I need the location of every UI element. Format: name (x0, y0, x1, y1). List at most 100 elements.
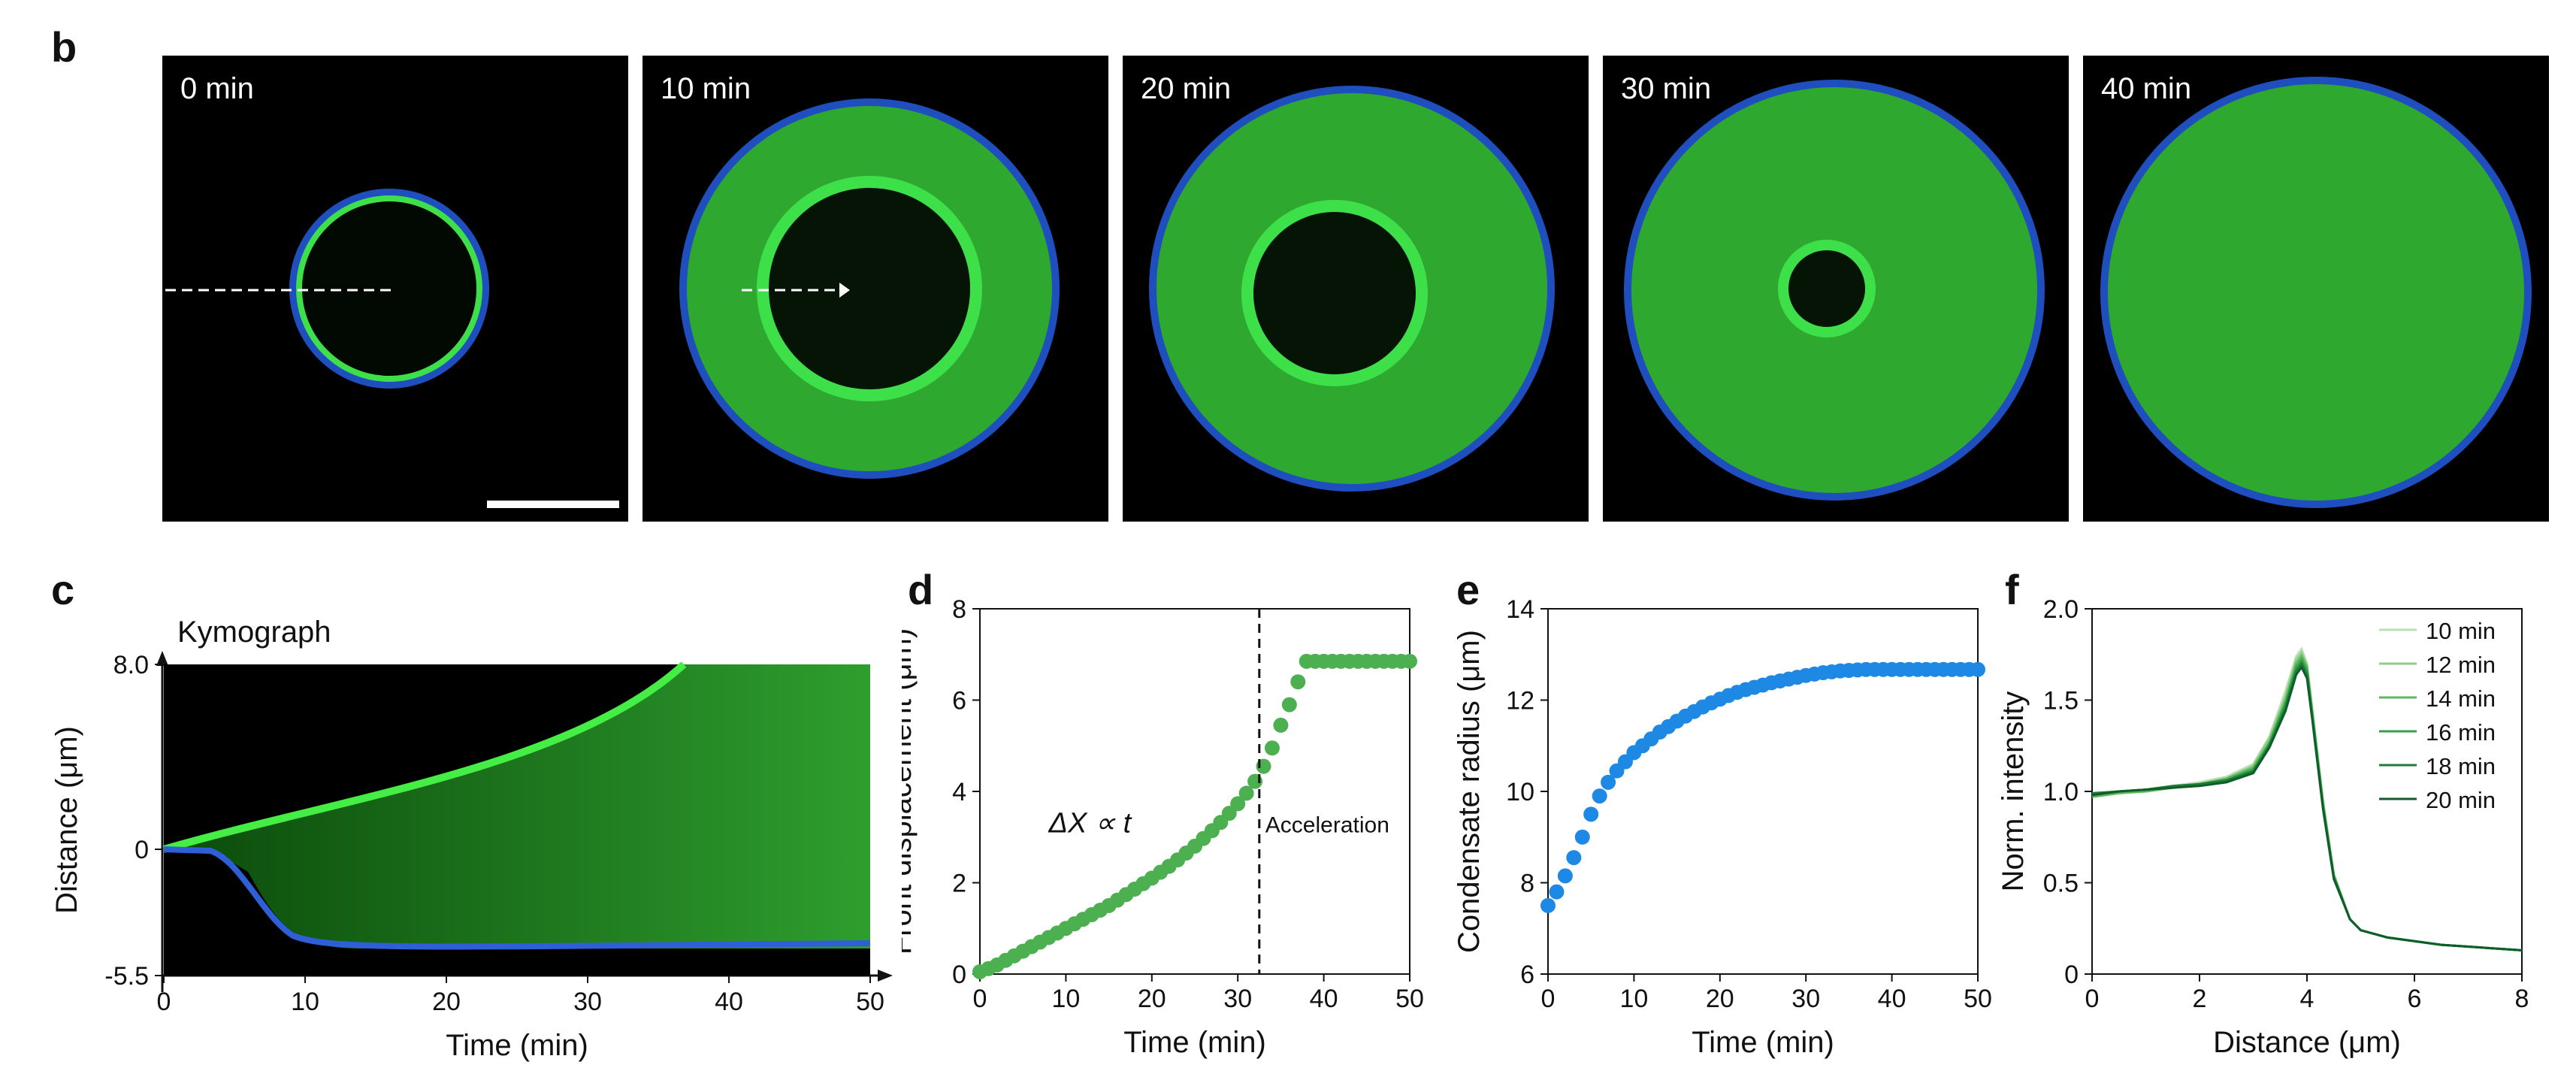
data-point (1566, 850, 1582, 866)
legend-entry: 18 min (2426, 753, 2496, 779)
panel-b-letter: b (51, 23, 77, 71)
frame-time-label: 40 min (2101, 72, 2192, 105)
scale-bar (487, 501, 619, 508)
x-tick-label: 10 (1619, 985, 1648, 1013)
x-axis-label: Time (min) (1692, 1026, 1834, 1059)
x-tick-label: 20 (1706, 985, 1734, 1013)
x-tick-label: 40 (1310, 985, 1338, 1013)
y-tick-label: 0 (2064, 961, 2079, 989)
y-tick-label: 0 (952, 961, 966, 989)
kymo-x-tick-label: 50 (856, 988, 884, 1016)
y-tick-label: 0.5 (2043, 870, 2079, 898)
micrograph-image-0 (165, 189, 619, 508)
data-point (1574, 829, 1590, 845)
x-tick-label: 8 (2515, 985, 2529, 1013)
chart-condensate-radius: 0 10 20 30 40 50 6 8 10 12 14 Time (min) Condensate … (1453, 595, 1992, 1059)
data-point (1402, 653, 1417, 669)
data-point (1601, 774, 1616, 790)
x-tick-label: 40 (1878, 985, 1906, 1013)
y-tick-label: 6 (1520, 961, 1534, 989)
y-tick-label: 1.0 (2043, 778, 2079, 806)
x-tick-label: 50 (1964, 985, 1992, 1013)
micrograph-frame-1: 10 min (642, 56, 1108, 522)
x-tick-label: 30 (1791, 985, 1820, 1013)
y-tick-label: 8 (1520, 870, 1534, 898)
x-axis-label: Distance (μm) (2213, 1026, 2401, 1059)
data-point (1970, 661, 1985, 677)
y-tick-label: 6 (952, 687, 966, 716)
data-point (1221, 806, 1237, 821)
legend-entry: 16 min (2426, 719, 2496, 746)
y-tick-label: 4 (952, 778, 966, 806)
legend-entry: 12 min (2426, 652, 2496, 678)
kymo-y-tick-label: 8.0 (113, 651, 149, 679)
panel-d-letter: d (908, 566, 934, 613)
x-tick-label: 30 (1223, 985, 1252, 1013)
data-point (1273, 717, 1289, 733)
micrograph-image-4 (2100, 77, 2532, 508)
axis-arrow-icon (878, 970, 893, 982)
kymo-x-ticks (163, 976, 871, 983)
scaling-law-annotation: ΔX ∝ t (1048, 808, 1132, 840)
kymo-x-tick-label: 30 (573, 988, 602, 1016)
micrograph-image-3 (1624, 80, 2045, 501)
frame-time-label: 30 min (1621, 72, 1712, 105)
data-point (1290, 674, 1306, 690)
y-tick-label: 2 (952, 870, 966, 898)
x-tick-label: 2 (2193, 985, 2207, 1013)
kymo-x-tick-label: 10 (291, 988, 319, 1016)
kymo-x-axis-label: Time (min) (446, 1029, 588, 1062)
y-axis-label: Front displacement (μm) (902, 628, 918, 955)
x-tick-label: 0 (1541, 985, 1556, 1013)
legend-entry: 14 min (2426, 685, 2496, 712)
kymo-y-axis-label: Distance (μm) (50, 726, 83, 914)
y-tick-label: 12 (1506, 687, 1534, 716)
micrograph-image-2 (1149, 86, 1555, 492)
frame-time-label: 0 min (180, 72, 254, 105)
x-tick-label: 50 (1395, 985, 1424, 1013)
y-axis-label: Condensate radius (μm) (1453, 630, 1486, 953)
legend-entry: 10 min (2426, 618, 2496, 644)
micrograph-image-1 (679, 98, 1060, 479)
y-tick-label: 2.0 (2043, 595, 2079, 624)
legend-entry: 20 min (2426, 787, 2496, 813)
micrograph-frame-4: 40 min (2083, 56, 2549, 522)
chart-norm-intensity: 0 2 4 6 8 0 0.5 1.0 1.5 2.0 Distance (μm) Norm. int… (1999, 595, 2529, 1059)
micrograph-frame-2: 20 min (1123, 56, 1589, 522)
kymo-y-tick-label: -5.5 (104, 962, 149, 991)
data-point (1230, 796, 1246, 812)
data-point (1264, 740, 1280, 756)
data-point (1540, 897, 1556, 913)
y-tick-label: 10 (1506, 778, 1534, 806)
x-tick-label: 10 (1051, 985, 1080, 1013)
axis-arrow-icon (156, 651, 168, 666)
series-line (2091, 664, 2523, 952)
panel-c-letter: c (51, 566, 75, 613)
arrow-head-icon (839, 283, 850, 298)
data-point (1281, 697, 1297, 713)
panel-e-letter: e (1456, 566, 1480, 613)
x-tick-label: 4 (2300, 985, 2314, 1013)
y-tick-label: 14 (1506, 595, 1534, 624)
data-point (1238, 785, 1254, 801)
x-tick-label: 0 (973, 985, 987, 1013)
x-tick-label: 6 (2408, 985, 2422, 1013)
kymograph-title: Kymograph (177, 616, 331, 649)
kymo-x-tick-label: 20 (432, 988, 461, 1016)
panel-f-letter: f (2005, 566, 2019, 613)
frame-time-label: 20 min (1141, 72, 1232, 105)
y-tick-label: 1.5 (2043, 687, 2079, 716)
micrograph-frame-0: 0 min (162, 56, 628, 522)
data-point (1583, 806, 1599, 822)
x-tick-label: 0 (2085, 985, 2100, 1013)
x-axis-label: Time (min) (1123, 1026, 1266, 1059)
kymo-x-tick-label: 40 (715, 988, 743, 1016)
data-point (1549, 884, 1565, 900)
x-tick-label: 20 (1138, 985, 1166, 1013)
data-point (1592, 788, 1607, 804)
chart-front-displacement: 0 10 20 30 40 50 0 2 4 6 8 Time (min) Front displace… (902, 595, 1424, 1059)
kymo-y-tick-label: 0 (135, 836, 149, 864)
micrograph-frame-3: 30 min (1603, 56, 2069, 522)
kymo-x-tick-label: 0 (157, 988, 171, 1016)
frame-time-label: 10 min (661, 72, 751, 105)
